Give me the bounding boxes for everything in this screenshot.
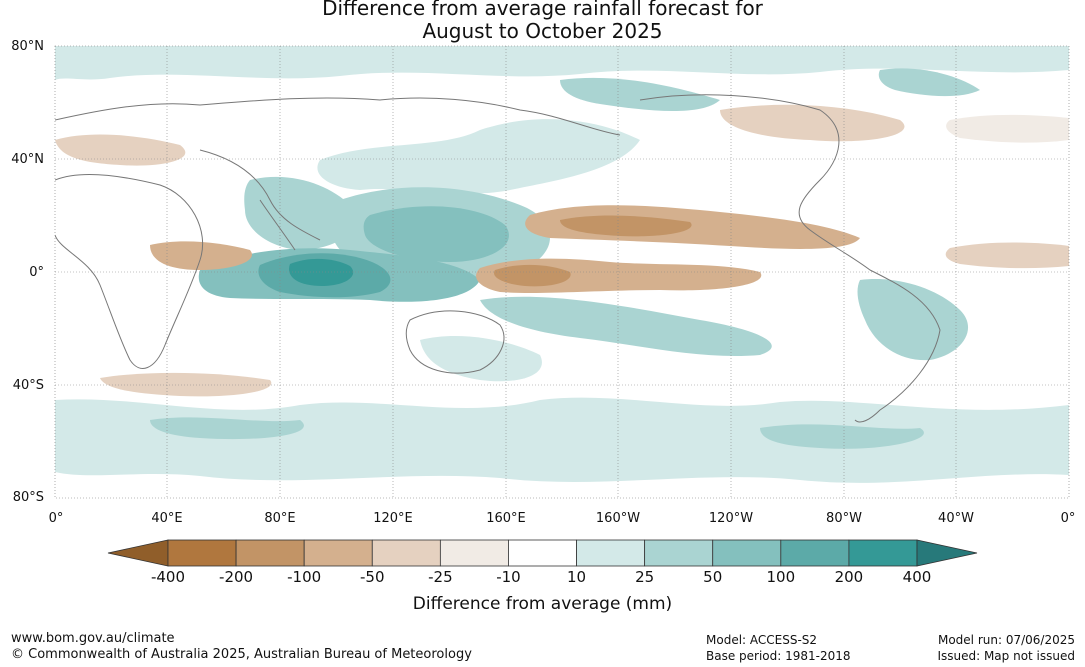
colorbar-tick-label: 25 <box>635 568 655 586</box>
colorbar-swatch <box>439 539 509 567</box>
colorbar-swatch <box>508 539 577 567</box>
eastern-australia-wet <box>420 335 542 382</box>
equatorial-central-pacific-dry-core <box>494 264 571 287</box>
north-atlantic-dry <box>55 134 186 166</box>
arctic-wet-patch <box>878 68 980 97</box>
map-field <box>55 46 1069 498</box>
lat-label-40s: 40°S <box>12 378 44 393</box>
colorbar-tick-label: 10 <box>566 568 587 586</box>
north-pacific-wet <box>317 119 640 194</box>
colorbar-tick-label: 400 <box>902 568 932 586</box>
bay-of-bengal-wet <box>244 176 357 250</box>
north-atlantic-dry <box>720 104 905 142</box>
north-atlantic-dry <box>946 114 1069 143</box>
map-frame <box>54 45 1070 499</box>
footer-model: Model: ACCESS-S2 <box>706 633 818 647</box>
colorbar-swatch <box>780 539 850 567</box>
map-title-line2: August to October 2025 <box>422 19 663 43</box>
colorbar-tick-label: 200 <box>834 568 864 586</box>
lat-label-equator: 0° <box>29 265 44 280</box>
lon-label: 40°W <box>938 511 974 526</box>
maritime-continent-wet-core <box>289 258 354 286</box>
footer-model-run: Model run: 07/06/2025 <box>937 633 1075 647</box>
colorbar-tick-label: -200 <box>219 568 254 586</box>
colorbar-swatch <box>371 539 441 567</box>
southern-ocean-wet-band <box>55 397 1069 483</box>
colorbar-tick-label: -50 <box>360 568 385 586</box>
lon-label: 80°E <box>264 511 296 526</box>
colorbar <box>107 539 978 567</box>
south-pacific-convergence-wet <box>480 296 772 357</box>
colorbar-tick-label: -100 <box>287 568 322 586</box>
lon-label: 120°E <box>373 511 413 526</box>
footer-copyright: © Commonwealth of Australia 2025, Austra… <box>11 647 472 662</box>
colorbar-tick-label: -10 <box>496 568 521 586</box>
colorbar-tick-label: -400 <box>150 568 186 586</box>
western-pacific-wet-core <box>363 206 509 262</box>
footer-issued: Issued: Map not issued <box>937 649 1075 663</box>
southern-ocean-wet-patch <box>760 424 924 449</box>
colorbar-swatch <box>712 539 782 567</box>
graticule <box>55 46 1069 498</box>
map-title-line1: Difference from average rainfall forecas… <box>322 0 763 20</box>
lat-label-80s: 80°S <box>12 490 44 505</box>
northeast-pacific-dry-core <box>560 215 692 237</box>
footer-url[interactable]: www.bom.gov.au/climate <box>11 631 175 646</box>
colorbar-swatch <box>303 539 373 567</box>
colorbar-swatch <box>235 539 305 567</box>
lon-label: 160°W <box>595 511 641 526</box>
lon-label: 80°W <box>826 511 862 526</box>
colorbar-title: Difference from average (mm) <box>412 594 673 614</box>
southern-ocean-wet-patch <box>150 417 304 440</box>
arctic-wet-patch <box>560 77 720 112</box>
colorbar-swatch <box>644 539 714 567</box>
colorbar-extend-high <box>916 539 978 567</box>
colorbar-extend-low <box>107 539 169 567</box>
lon-label: 40°E <box>151 511 183 526</box>
southern-hemisphere-dry <box>100 372 272 397</box>
colorbar-swatch <box>167 539 237 567</box>
lon-label: 160°E <box>486 511 526 526</box>
colorbar-tick-label: 50 <box>703 568 723 586</box>
colorbar-tick-label: 100 <box>766 568 796 586</box>
lon-label: 0° <box>48 511 64 526</box>
lat-label-80n: 80°N <box>11 39 44 54</box>
colorbar-tick-label: -25 <box>428 568 453 586</box>
lon-label: 120°W <box>708 511 754 526</box>
south-america-wet <box>857 279 969 361</box>
colorbar-swatch <box>848 539 918 567</box>
atlantic-itcz-dry <box>945 242 1069 269</box>
coastlines <box>55 94 941 423</box>
colorbar-swatch <box>576 539 646 567</box>
footer-base-period: Base period: 1981-2018 <box>706 649 851 663</box>
lon-label: 0° <box>1060 511 1076 526</box>
lat-label-40n: 40°N <box>11 152 44 167</box>
arctic-wet-band <box>55 46 1069 80</box>
